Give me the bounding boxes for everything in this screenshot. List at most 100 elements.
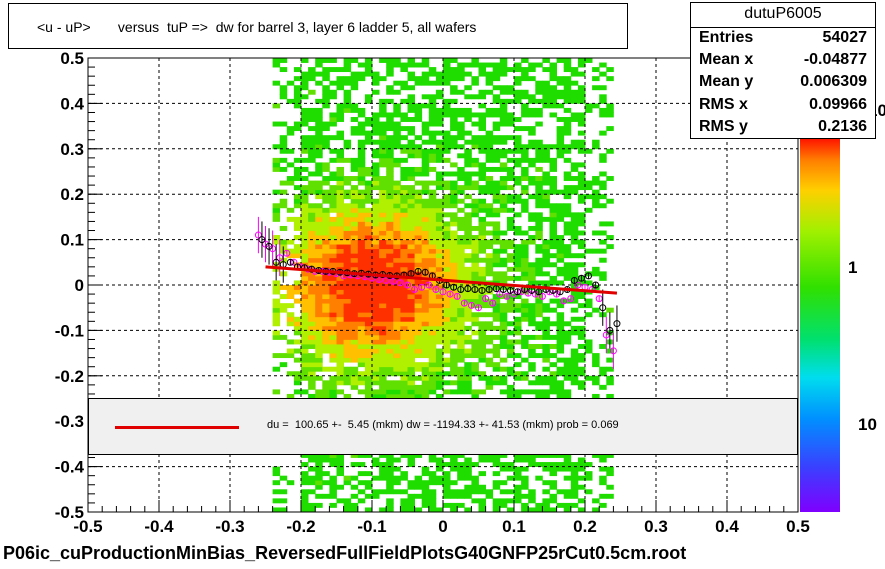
heatmap-cell [372, 148, 380, 154]
heatmap-cell [407, 462, 415, 467]
heatmap-cell [506, 221, 515, 227]
heatmap-cell [549, 157, 557, 163]
heatmap-cell [393, 303, 401, 309]
heatmap-cell [570, 285, 579, 290]
black-profile-point [450, 283, 458, 291]
heatmap-cell [357, 375, 366, 381]
heatmap-cell [428, 248, 437, 254]
heatmap-cell [443, 80, 451, 86]
heatmap-cell [372, 126, 380, 132]
heatmap-cell [293, 157, 302, 163]
heatmap-cell [407, 507, 415, 513]
heatmap-cell [293, 375, 302, 381]
heatmap-cell [428, 357, 437, 363]
heatmap-cell [301, 166, 309, 172]
heatmap-cell [435, 76, 444, 82]
heatmap-cell [379, 344, 387, 349]
heatmap-cell [386, 380, 394, 386]
heatmap-cell [336, 366, 344, 372]
heatmap-cell [322, 244, 330, 250]
heatmap-cell [499, 71, 508, 77]
heatmap-cell [443, 148, 451, 154]
heatmap-cell [357, 180, 366, 186]
black-profile-point [599, 304, 607, 312]
heatmap-cell [308, 117, 316, 122]
heatmap-cell [407, 321, 415, 327]
heatmap-cell [393, 221, 401, 227]
heatmap-cell [549, 344, 557, 349]
heatmap-cell [499, 58, 508, 63]
heatmap-cell [308, 262, 316, 268]
heatmap-cell [308, 303, 316, 309]
heatmap-cell [379, 348, 387, 354]
heatmap-cell [457, 389, 465, 395]
heatmap-cell [428, 298, 437, 304]
heatmap-cell [492, 62, 501, 68]
heatmap-cell [478, 162, 486, 168]
heatmap-cell [315, 357, 323, 363]
heatmap-cell [542, 157, 550, 163]
heatmap-cell [414, 334, 423, 340]
heatmap-cell [393, 353, 401, 359]
heatmap-cell [379, 294, 387, 300]
heatmap-cell [343, 235, 352, 240]
heatmap-cell [336, 171, 344, 177]
heatmap-cell [393, 393, 401, 399]
heatmap-cell [450, 98, 458, 104]
heatmap-cell [308, 230, 316, 236]
heatmap-cell [478, 71, 486, 77]
heatmap-cell [443, 294, 451, 300]
heatmap-cell [350, 307, 359, 313]
heatmap-cell [514, 98, 522, 104]
heatmap-cell [414, 289, 423, 295]
heatmap-cell [301, 480, 309, 486]
heatmap-cell [407, 303, 415, 309]
heatmap-cell [322, 303, 330, 309]
heatmap-cell [350, 380, 359, 386]
heatmap-cell [272, 207, 281, 213]
heatmap-cell [549, 166, 557, 172]
heatmap-cell [407, 144, 415, 150]
heatmap-cell [322, 480, 330, 486]
heatmap-cell [563, 271, 572, 277]
heatmap-cell [315, 462, 323, 467]
heatmap-cell [535, 303, 543, 309]
heatmap-cell [336, 244, 344, 250]
heatmap-cell [585, 489, 593, 495]
heatmap-cell [577, 280, 586, 286]
heatmap-cell [457, 275, 465, 281]
heatmap-cell [464, 507, 472, 513]
heatmap-cell [450, 271, 458, 277]
heatmap-cell [464, 85, 472, 91]
heatmap-cell [450, 144, 458, 150]
heatmap-cell [450, 194, 458, 200]
heatmap-cell [450, 126, 458, 132]
heatmap-cell [421, 316, 430, 322]
heatmap-cell [471, 321, 479, 327]
heatmap-cell [357, 380, 366, 386]
x-tick-label: 0 [438, 517, 447, 536]
heatmap-cell [499, 67, 508, 73]
magenta-profile-point [517, 288, 525, 296]
heatmap-cell [528, 94, 536, 100]
heatmap-cell [272, 212, 281, 218]
heatmap-cell [521, 144, 529, 150]
heatmap-cell [386, 235, 394, 240]
heatmap-cell [315, 189, 323, 195]
heatmap-cell [478, 189, 486, 195]
heatmap-cell [577, 498, 586, 504]
heatmap-cell [585, 185, 593, 191]
heatmap-cell [350, 339, 359, 345]
heatmap-cell [514, 126, 522, 132]
heatmap-cell [301, 344, 309, 349]
heatmap-cell [499, 316, 508, 322]
heatmap-cell [379, 366, 387, 372]
heatmap-cell [577, 334, 586, 340]
heatmap-cell [414, 62, 423, 68]
heatmap-cell [443, 257, 451, 263]
heatmap-cell [492, 166, 501, 172]
heatmap-cell [301, 198, 309, 204]
heatmap-cell [577, 262, 586, 268]
heatmap-cell [492, 207, 501, 213]
heatmap-cell [357, 275, 366, 281]
